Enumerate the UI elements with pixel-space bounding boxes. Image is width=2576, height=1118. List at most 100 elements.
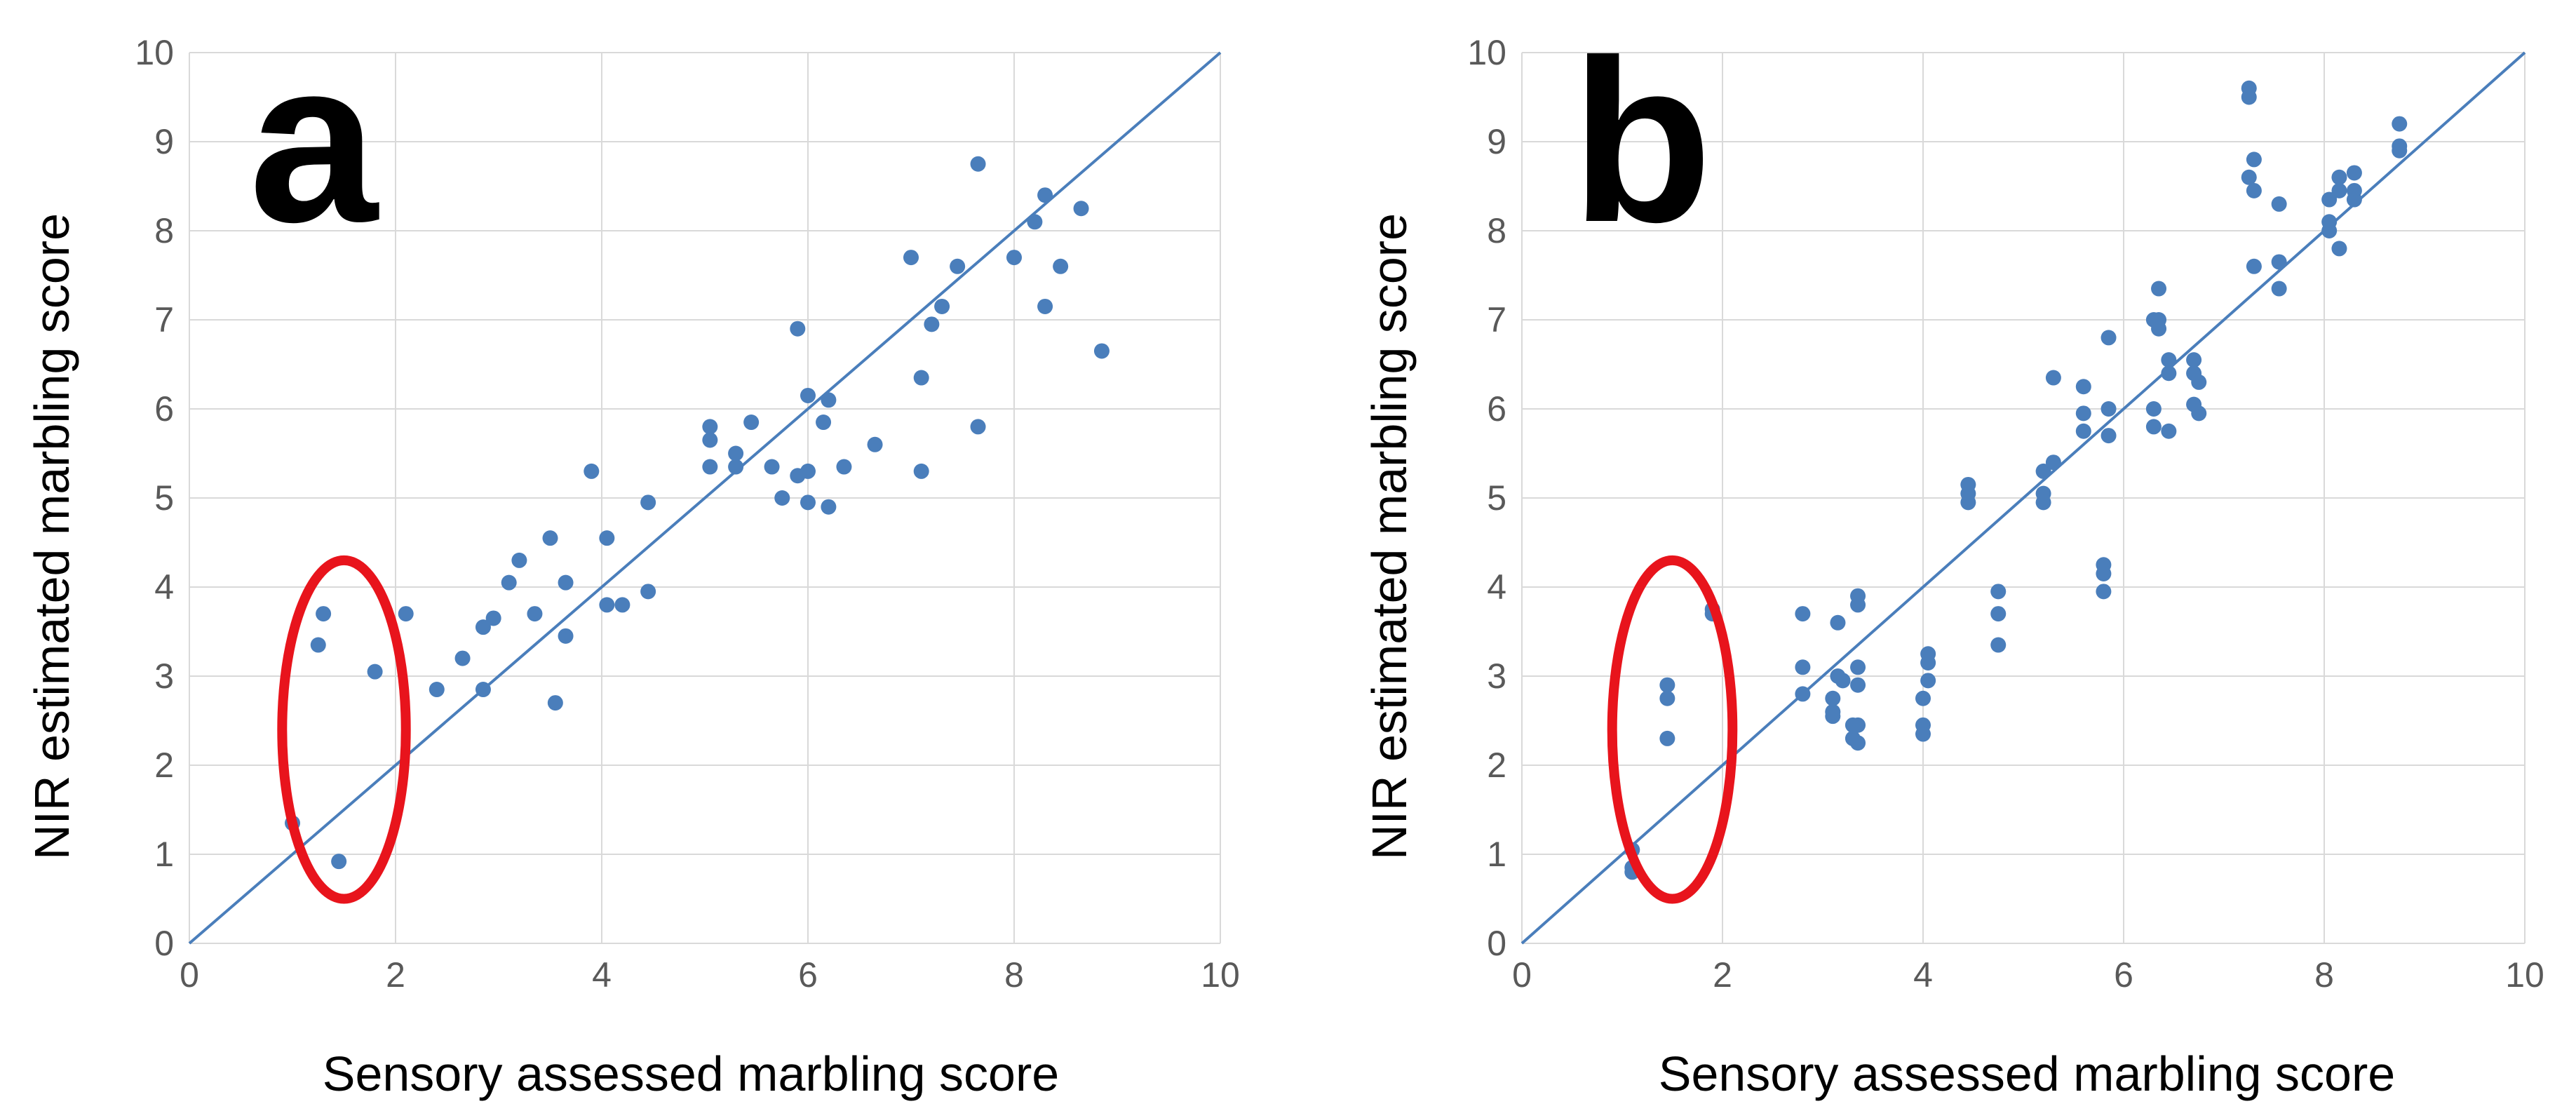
data-point-a [527,606,543,622]
panel-b: 0 2 4 6 8 10 0 1 2 3 4 5 6 7 8 9 10 Sensory assessed mar… [1362,11,2544,1101]
data-point-b [2346,191,2362,208]
data-point-b [1659,730,1675,746]
y-tick-label-b: 0 [1487,924,1506,963]
data-point-b [2151,281,2167,297]
y-tick-label-a: 3 [154,656,174,696]
data-point-a [367,664,383,680]
data-point-b [1659,690,1675,706]
data-point-b [1990,584,2007,600]
data-point-a [1053,258,1069,274]
data-point-b [1825,708,1841,725]
data-point-b [2392,116,2408,132]
data-point-b [2075,379,2091,395]
data-point-b [2346,165,2362,181]
x-tick-label-a: 10 [1201,955,1240,995]
outlier-highlight-ellipse-b [1607,555,1738,904]
y-tick-label-a: 2 [154,746,174,785]
ticks-a: 0 2 4 6 8 10 0 1 2 3 4 5 6 7 8 9 10 [135,33,1239,995]
ticks-b: 0 2 4 6 8 10 0 1 2 3 4 5 6 7 8 9 10 [1467,33,2544,995]
plot-area-b [1520,51,2526,945]
data-point-a [934,298,950,314]
y-tick-label-a: 1 [154,835,174,874]
data-point-b [2161,352,2177,368]
data-point-a [867,436,883,452]
outlier-highlight-ellipse-a [277,555,411,904]
gridlines-a [189,52,1221,944]
data-point-a [599,530,615,546]
data-point-a [542,530,558,546]
data-point-b [2075,405,2091,422]
data-point-a [547,695,563,711]
data-point-a [970,156,986,172]
data-point-a [614,597,630,613]
y-tick-label-b: 2 [1487,746,1506,785]
data-point-a [836,459,852,475]
x-tick-label-b: 10 [2505,955,2544,995]
y-tick-label-b: 6 [1487,389,1506,429]
data-point-b [1795,659,1811,675]
data-point-b [1795,606,1811,622]
plot-area-a [188,51,1222,945]
y-axis-title-a: NIR estimated marbling score [25,213,79,860]
data-point-b [2246,151,2262,168]
x-tick-label-b: 0 [1512,955,1532,995]
data-point-b [1825,690,1841,706]
data-point-b [1659,677,1675,693]
x-tick-label-a: 4 [592,955,612,995]
data-point-b [2271,254,2287,270]
y-tick-label-b: 1 [1487,835,1506,874]
data-point-a [821,499,837,515]
data-point-a [1037,298,1053,314]
data-point-a [924,316,940,332]
x-tick-label-b: 2 [1713,955,1732,995]
data-point-a [310,637,326,653]
data-point-b [2331,169,2347,185]
data-point-a [398,606,414,622]
data-point-a [485,610,501,626]
y-tick-label-b: 7 [1487,300,1506,339]
data-point-a [316,606,332,622]
data-point-a [950,258,966,274]
data-point-b [2035,463,2051,479]
data-point-a [970,419,986,435]
data-point-b [2100,401,2117,417]
data-point-a [728,459,744,475]
data-point-a [429,682,445,698]
data-point-a [702,419,718,435]
data-point-b [1850,717,1866,733]
data-point-b [2100,428,2117,444]
data-point-b [2241,169,2257,185]
data-point-b [2271,281,2287,297]
x-tick-label-a: 0 [180,955,199,995]
data-point-a [511,552,527,568]
data-point-b [2096,584,2112,600]
data-point-b [2191,374,2207,390]
y-tick-label-a: 9 [154,122,174,161]
data-point-a [454,650,471,666]
data-point-b [2100,330,2117,346]
data-point-b [2096,565,2112,581]
data-point-b [1920,654,1936,671]
data-point-a [584,463,600,479]
y-tick-label-b: 9 [1487,122,1506,161]
y-tick-label-b: 3 [1487,656,1506,696]
data-point-a [1006,250,1022,266]
y-tick-label-b: 10 [1467,33,1506,72]
data-point-b [2321,223,2338,238]
data-point-b [2191,405,2207,422]
data-point-b [2271,196,2287,212]
data-point-b [2145,401,2162,417]
y-tick-label-a: 5 [154,478,174,518]
data-point-b [2145,419,2162,435]
data-point-a [702,432,718,448]
x-tick-label-b: 6 [2114,955,2133,995]
y-tick-label-b: 5 [1487,478,1506,518]
data-point-a [903,250,919,266]
y-tick-label-a: 10 [135,33,174,72]
x-tick-label-b: 8 [2314,955,2334,995]
data-point-b [2075,423,2091,439]
data-point-b [2246,258,2262,274]
data-point-b [1835,673,1851,689]
data-point-a [1027,214,1043,230]
